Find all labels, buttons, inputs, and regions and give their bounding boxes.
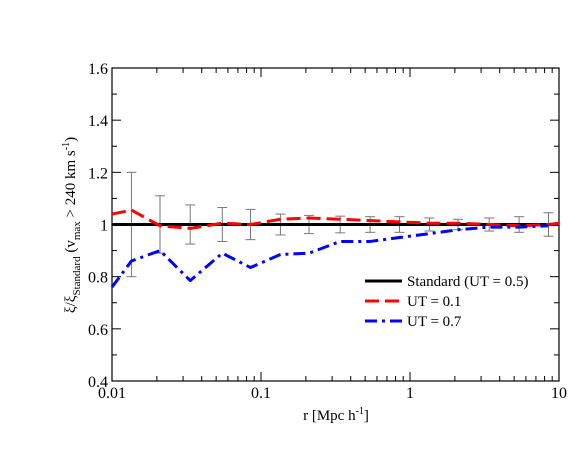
tick-labels: 0.01 0.1 1 10 0.4 0.6 0.8 1 1.2 1.4 1.6	[88, 61, 567, 402]
y-axis-label-sup: -1	[61, 142, 72, 150]
y-tick-label: 0.8	[88, 270, 108, 287]
y-axis-label-sub2: max	[71, 221, 83, 240]
legend-label-ut-0-7: UT = 0.7	[407, 314, 462, 330]
legend-label-standard: Standard (UT = 0.5)	[407, 274, 529, 290]
x-axis-label-tail: ]	[364, 408, 369, 424]
x-tick-label: 0.1	[251, 385, 271, 402]
y-tick-label: 0.6	[88, 322, 108, 339]
y-axis-label-mid: (v	[63, 240, 79, 257]
y-axis-label-tail: )	[63, 137, 79, 142]
x-tick-label: 10	[551, 385, 567, 402]
series-line-2	[110, 224, 549, 288]
y-tick-label: 1.6	[88, 61, 108, 78]
y-axis-label: ξ/ξStandard (vmax > 240 km s-1)	[61, 137, 83, 313]
y-tick-label: 0.4	[88, 374, 108, 391]
y-axis-label-rest: > 240 km s	[63, 150, 79, 221]
x-tick-label: 1	[406, 385, 414, 402]
legend-label-ut-0-1: UT = 0.1	[407, 294, 461, 310]
x-axis-label-sup: -1	[356, 406, 364, 417]
y-tick-label: 1.4	[88, 113, 108, 130]
y-axis-label-sub1: Standard	[71, 256, 83, 296]
y-tick-label: 1.2	[88, 165, 108, 182]
legend: Standard (UT = 0.5) UT = 0.1 UT = 0.7	[365, 274, 529, 330]
x-axis-label-text: r [Mpc h	[303, 408, 356, 424]
x-axis-label: r [Mpc h-1]	[303, 406, 369, 424]
series-line-1	[111, 208, 560, 230]
series-layer	[110, 208, 560, 288]
axis-ticks	[111, 67, 559, 382]
y-axis-label-xi: ξ/ξ	[63, 295, 79, 313]
x-tick-label: 0.01	[98, 385, 126, 402]
y-tick-label: 1	[100, 218, 108, 235]
